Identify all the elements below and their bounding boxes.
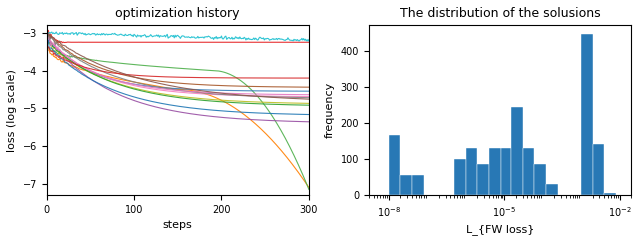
- Y-axis label: loss (log scale): loss (log scale): [7, 69, 17, 151]
- X-axis label: steps: steps: [163, 220, 193, 230]
- X-axis label: L_{FW loss}: L_{FW loss}: [466, 224, 534, 235]
- Bar: [401, 175, 412, 195]
- Bar: [477, 164, 489, 195]
- Y-axis label: frequency: frequency: [325, 82, 335, 138]
- Title: The distribution of the solusions: The distribution of the solusions: [399, 7, 600, 20]
- Bar: [581, 34, 593, 195]
- Bar: [489, 148, 500, 195]
- Bar: [523, 148, 534, 195]
- Bar: [604, 193, 616, 195]
- Bar: [511, 106, 523, 195]
- Bar: [500, 148, 511, 195]
- Bar: [593, 144, 604, 195]
- Bar: [412, 175, 424, 195]
- Title: optimization history: optimization history: [115, 7, 240, 20]
- Bar: [389, 136, 401, 195]
- Bar: [534, 164, 546, 195]
- Bar: [454, 159, 466, 195]
- Bar: [466, 148, 477, 195]
- Bar: [546, 184, 558, 195]
